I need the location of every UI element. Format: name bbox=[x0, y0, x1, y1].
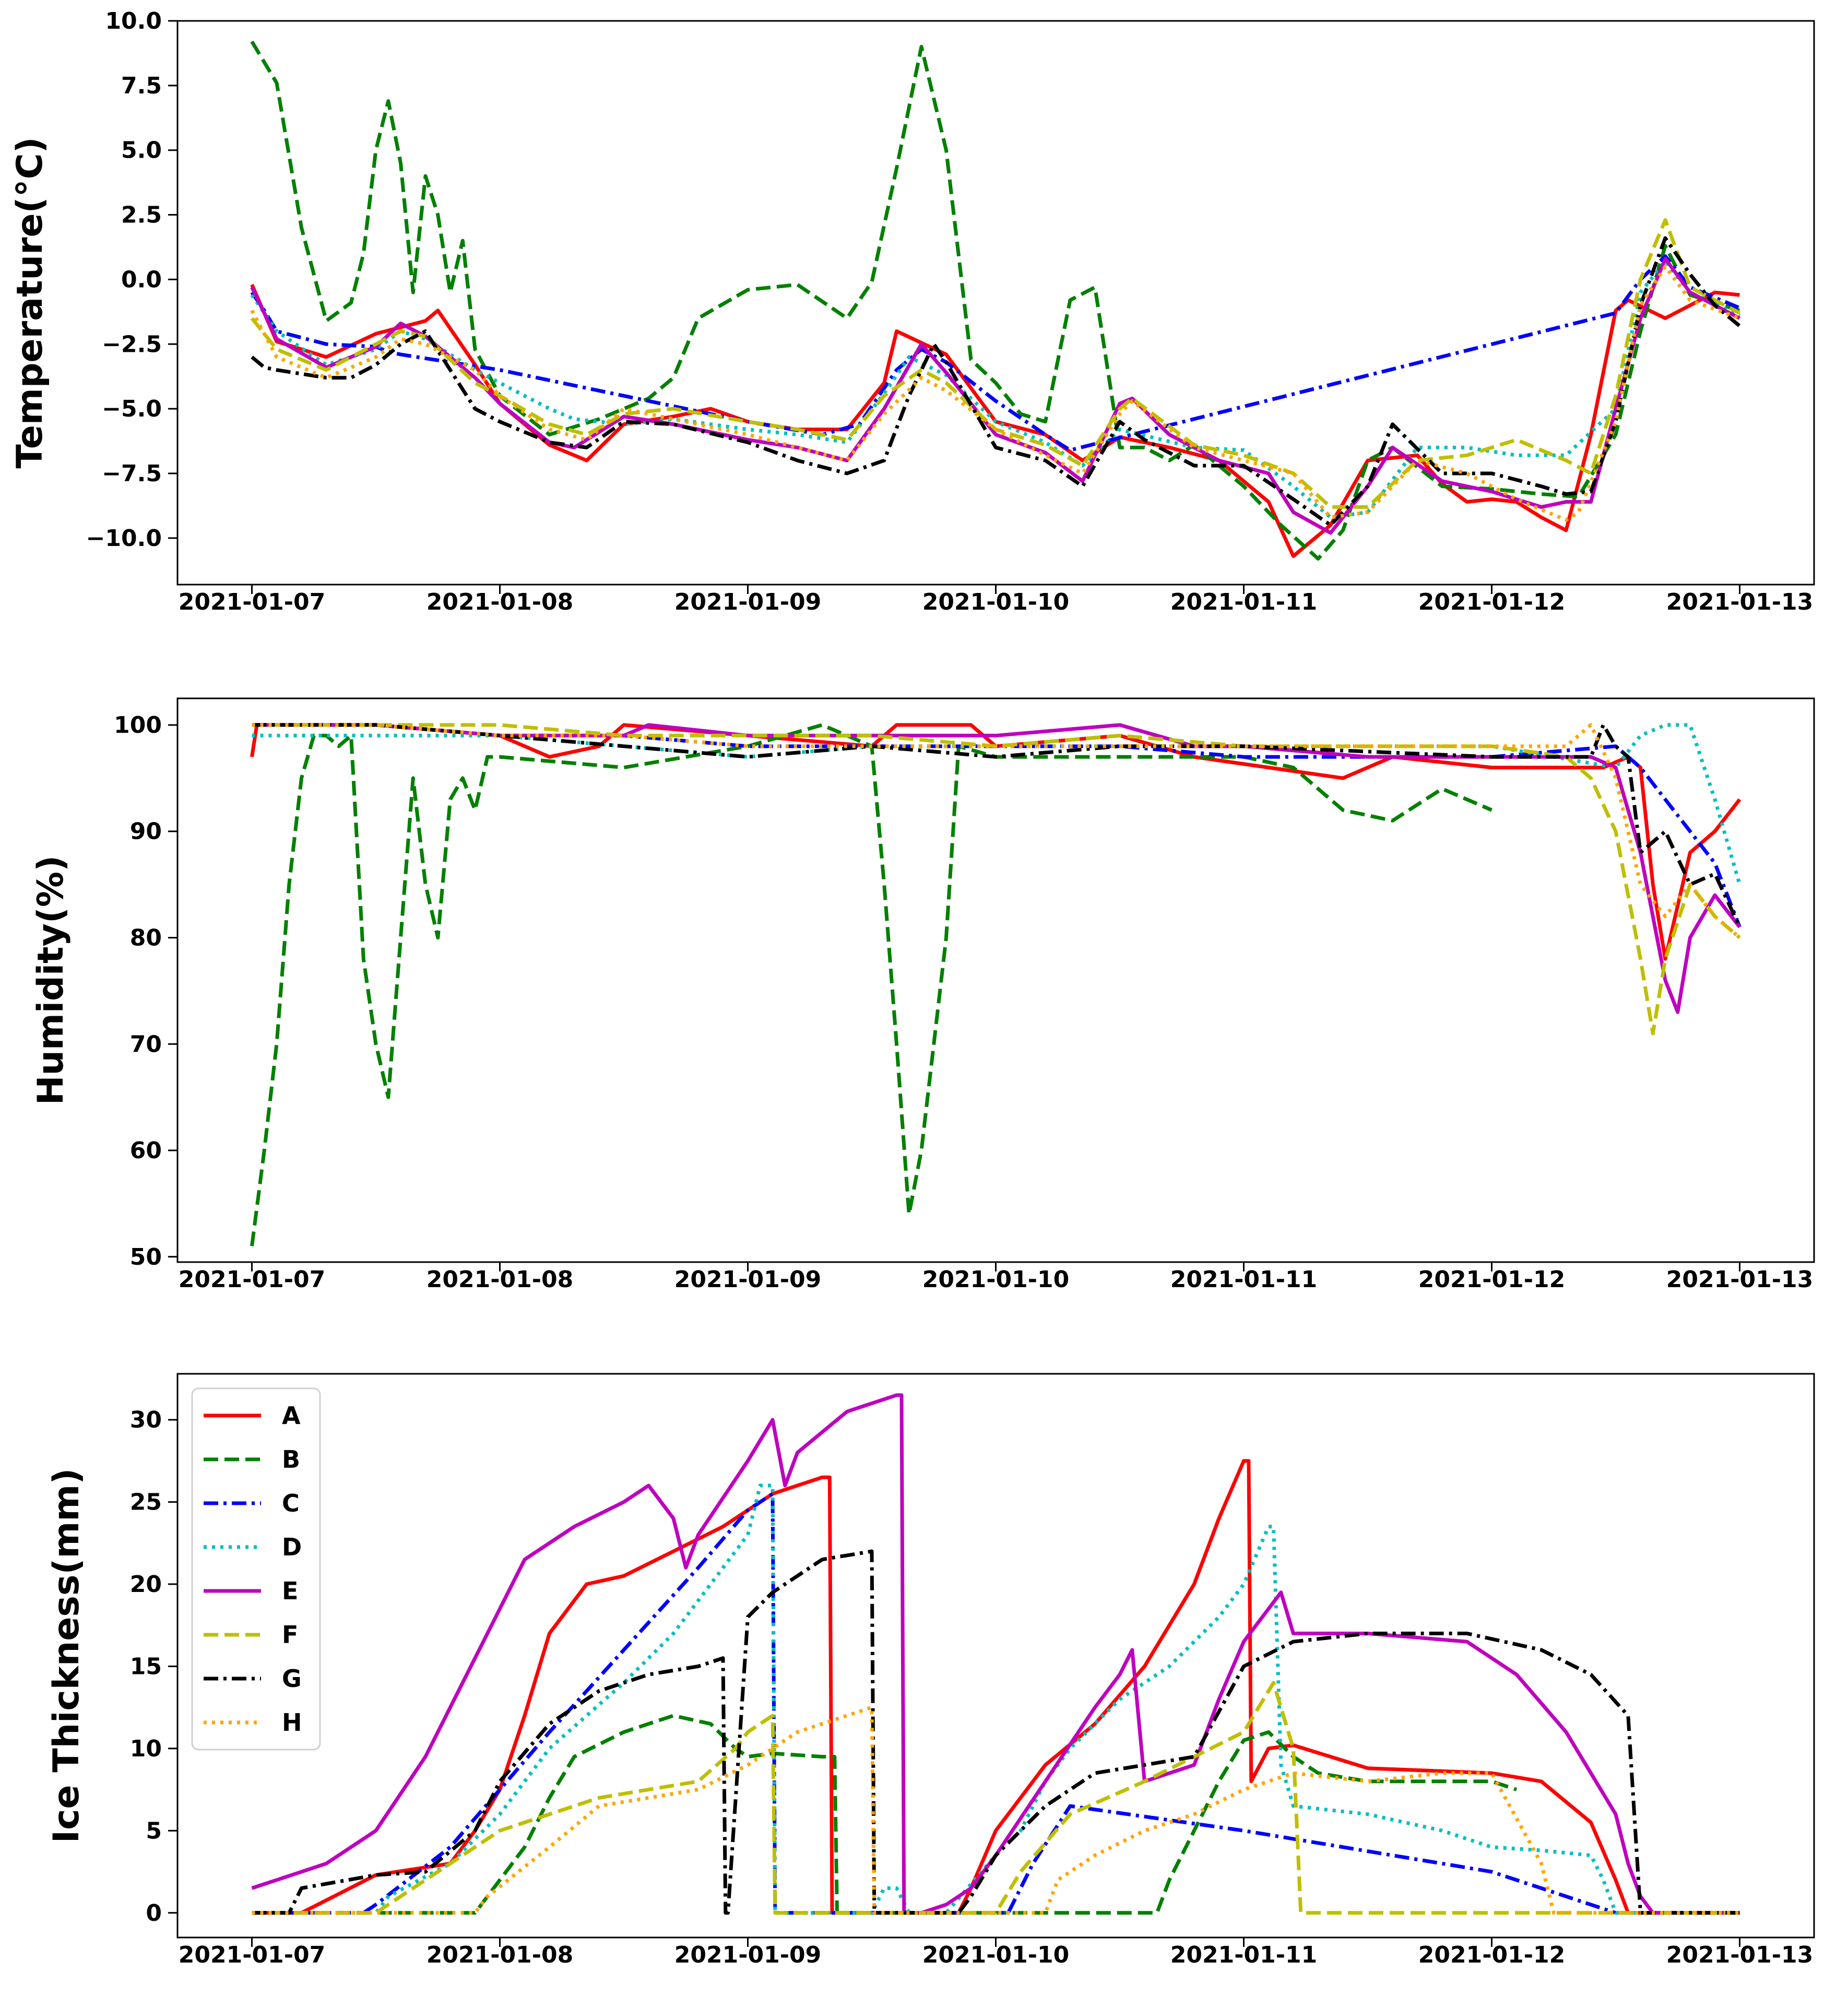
legend-label-g: G bbox=[282, 1665, 302, 1693]
series-group bbox=[251, 1393, 1740, 1915]
series-line-a bbox=[250, 723, 1742, 961]
axes-frame bbox=[176, 697, 1815, 1263]
x-tick-label: 2021-01-10 bbox=[922, 1942, 1069, 1968]
temperature-panel: 2021-01-07 2021-01-08 2021-01-09 2021-01-10… bbox=[9, 8, 1815, 615]
humidity-panel: 2021-01-07 2021-01-08 2021-01-09 2021-01-10… bbox=[30, 697, 1815, 1293]
series-line-c bbox=[252, 1492, 1740, 1915]
y-tick-label: 25 bbox=[130, 1489, 162, 1516]
x-tick-label: 2021-01-08 bbox=[427, 589, 573, 615]
y-tick-label: 60 bbox=[130, 1137, 162, 1164]
series-line-b bbox=[252, 1714, 1518, 1915]
series-line-e bbox=[251, 1393, 1740, 1915]
y-tick-label: 7.5 bbox=[121, 73, 162, 99]
series-line-f bbox=[252, 723, 1741, 1036]
x-tick-label: 2021-01-11 bbox=[1170, 589, 1317, 615]
y-tick-label: 5.0 bbox=[121, 137, 162, 164]
y-tick-label: −2.5 bbox=[102, 331, 162, 358]
y-tick-label: 90 bbox=[130, 818, 162, 845]
x-tick-label: 2021-01-08 bbox=[427, 1266, 573, 1293]
ice-thickness-panel: 2021-01-07 2021-01-08 2021-01-09 2021-01-10… bbox=[46, 1373, 1815, 1968]
series-line-h bbox=[252, 1705, 1740, 1915]
y-tick-label: 10 bbox=[130, 1736, 162, 1762]
series-line-f bbox=[252, 1681, 1740, 1915]
y-tick-label: 30 bbox=[130, 1407, 162, 1433]
y-tick-label: −7.5 bbox=[102, 460, 162, 487]
x-tick-label: 2021-01-11 bbox=[1170, 1942, 1317, 1968]
legend-label-d: D bbox=[282, 1533, 302, 1561]
y-tick-label: 20 bbox=[130, 1571, 162, 1598]
y-axis-label: Temperature(°C) bbox=[9, 137, 51, 468]
x-tick-label: 2021-01-12 bbox=[1418, 1942, 1565, 1968]
y-tick-label: 0 bbox=[146, 1900, 162, 1927]
series-line-c bbox=[250, 254, 1740, 452]
y-tick-label: −10.0 bbox=[86, 525, 162, 552]
x-tick-label: 2021-01-09 bbox=[674, 1266, 821, 1293]
legend-label-a: A bbox=[282, 1401, 301, 1430]
x-tick-label: 2021-01-13 bbox=[1666, 589, 1813, 615]
legend-label-h: H bbox=[282, 1708, 302, 1737]
x-tick-label: 2021-01-08 bbox=[427, 1942, 573, 1968]
y-axis-label: Humidity(%) bbox=[30, 855, 72, 1106]
y-tick-label: 0.0 bbox=[121, 266, 162, 293]
series-line-g bbox=[251, 236, 1741, 527]
y-tick-label: 10.0 bbox=[105, 8, 162, 34]
x-tick-label: 2021-01-10 bbox=[922, 1266, 1069, 1293]
legend-box bbox=[191, 1387, 321, 1751]
legend-label-e: E bbox=[282, 1577, 298, 1605]
x-tick-label: 2021-01-13 bbox=[1666, 1266, 1813, 1293]
series-line-e bbox=[250, 257, 1741, 535]
series-group bbox=[250, 723, 1742, 1246]
x-tick-label: 2021-01-11 bbox=[1170, 1266, 1317, 1293]
x-tick-label: 2021-01-09 bbox=[674, 589, 821, 615]
legend-label-b: B bbox=[282, 1445, 300, 1473]
y-tick-label: 80 bbox=[130, 924, 162, 951]
y-tick-label: 100 bbox=[114, 712, 162, 739]
series-line-b bbox=[250, 723, 1492, 1246]
legend-label-f: F bbox=[282, 1621, 298, 1649]
y-axis-label: Ice Thickness(mm) bbox=[46, 1468, 87, 1843]
series-line-b bbox=[250, 40, 1740, 561]
series-line-g bbox=[252, 1549, 1740, 1915]
x-tick-label: 2021-01-07 bbox=[179, 1266, 325, 1293]
x-tick-label: 2021-01-12 bbox=[1418, 589, 1565, 615]
y-tick-label: 70 bbox=[130, 1031, 162, 1057]
x-tick-label: 2021-01-07 bbox=[179, 1942, 325, 1968]
y-tick-label: 50 bbox=[130, 1244, 162, 1270]
legend-label-c: C bbox=[282, 1489, 300, 1517]
x-tick-label: 2021-01-13 bbox=[1666, 1942, 1813, 1968]
series-line-h bbox=[252, 723, 1741, 940]
x-tick-label: 2021-01-09 bbox=[674, 1942, 821, 1968]
series-line-f bbox=[250, 218, 1741, 509]
y-tick-label: 5 bbox=[146, 1817, 162, 1844]
series-line-d bbox=[250, 259, 1740, 519]
y-tick-label: 15 bbox=[130, 1653, 162, 1680]
series-line-h bbox=[250, 265, 1740, 522]
series-line-g bbox=[252, 723, 1742, 928]
y-tick-label: −5.0 bbox=[102, 396, 162, 422]
series-line-a bbox=[252, 1459, 1740, 1915]
series-group bbox=[250, 40, 1741, 561]
x-tick-label: 2021-01-07 bbox=[179, 589, 325, 615]
x-tick-label: 2021-01-10 bbox=[922, 589, 1069, 615]
y-tick-label: 2.5 bbox=[121, 202, 162, 229]
x-tick-label: 2021-01-12 bbox=[1418, 1266, 1565, 1293]
